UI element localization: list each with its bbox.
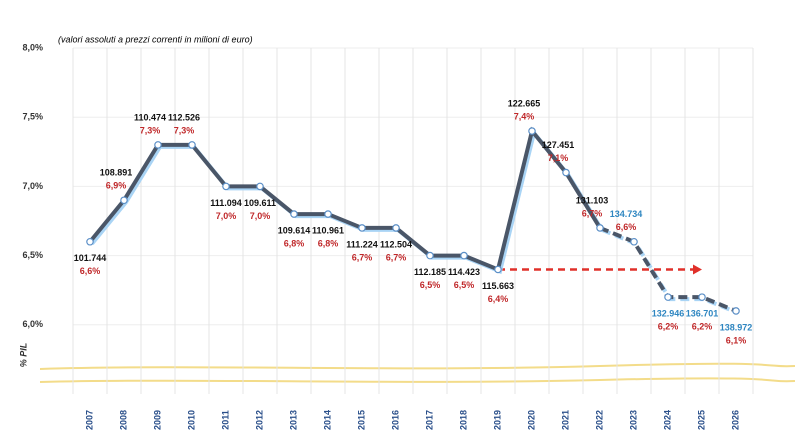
value-label: 7,4% bbox=[514, 111, 535, 121]
marker bbox=[86, 237, 94, 246]
x-tick-label: 2018 bbox=[458, 410, 468, 430]
y-axis-label: % PIL bbox=[18, 343, 28, 368]
amount-label: 112.504 bbox=[380, 239, 412, 249]
amount-label: 112.526 bbox=[168, 112, 200, 122]
value-label: 6,2% bbox=[692, 321, 713, 331]
y-tick-label: 6,5% bbox=[22, 250, 43, 260]
marker bbox=[596, 224, 604, 232]
x-tick-label: 2012 bbox=[254, 410, 264, 430]
marker bbox=[358, 224, 366, 232]
amount-label: 101.744 bbox=[74, 253, 107, 263]
amount-label: 122.665 bbox=[508, 98, 541, 108]
chart-subtitle: (valori assoluti a prezzi correnti in mi… bbox=[58, 34, 253, 44]
amount-label: 109.614 bbox=[278, 225, 311, 235]
x-tick-label: 2025 bbox=[696, 410, 706, 430]
value-label: 7,0% bbox=[250, 211, 271, 221]
amount-label: 112.185 bbox=[414, 267, 446, 277]
amount-label: 127.451 bbox=[542, 140, 575, 150]
line-shadow bbox=[601, 228, 739, 315]
amount-label: 114.423 bbox=[448, 267, 480, 277]
value-label: 6,2% bbox=[658, 321, 679, 331]
marker bbox=[528, 127, 536, 135]
value-label: 6,4% bbox=[488, 294, 509, 304]
decoration bbox=[39, 362, 795, 370]
marker bbox=[562, 168, 570, 177]
x-tick-label: 2010 bbox=[186, 410, 196, 430]
amount-label: 108.891 bbox=[100, 168, 133, 178]
marker bbox=[664, 293, 672, 301]
amount-label: 138.972 bbox=[720, 322, 753, 332]
value-label: 6,5% bbox=[420, 280, 441, 290]
marker bbox=[426, 251, 434, 260]
x-tick-label: 2021 bbox=[560, 410, 570, 430]
marker bbox=[290, 210, 298, 218]
amount-label: 110.474 bbox=[134, 112, 166, 122]
x-tick-label: 2007 bbox=[84, 410, 94, 430]
x-tick-label: 2017 bbox=[424, 410, 434, 430]
value-label: 6,7% bbox=[352, 252, 373, 262]
decoration bbox=[39, 377, 795, 383]
x-tick-label: 2016 bbox=[390, 410, 400, 430]
marker bbox=[460, 251, 468, 260]
x-tick-label: 2020 bbox=[526, 410, 536, 430]
y-tick-label: 8,0% bbox=[22, 42, 43, 52]
value-label: 6,8% bbox=[284, 238, 305, 248]
y-tick-label: 7,0% bbox=[22, 181, 43, 191]
value-label: 6,5% bbox=[454, 280, 475, 290]
marker bbox=[154, 141, 162, 149]
x-tick-label: 2009 bbox=[152, 410, 162, 430]
x-tick-label: 2019 bbox=[492, 410, 502, 430]
value-label: 7,3% bbox=[140, 125, 161, 135]
amount-label: 111.224 bbox=[346, 239, 378, 249]
amount-label: 134.734 bbox=[610, 209, 643, 219]
value-label: 7,0% bbox=[216, 211, 237, 221]
value-label: 6,7% bbox=[582, 208, 603, 218]
x-tick-label: 2024 bbox=[662, 410, 672, 430]
amount-label: 136.701 bbox=[686, 308, 719, 318]
value-label: 6,6% bbox=[616, 222, 637, 232]
marker bbox=[222, 182, 230, 191]
amount-label: 109.611 bbox=[244, 198, 276, 208]
marker bbox=[324, 210, 332, 218]
marker bbox=[698, 293, 706, 301]
x-tick-label: 2013 bbox=[288, 410, 298, 430]
value-label: 7,1% bbox=[548, 153, 569, 163]
amount-label: 131.103 bbox=[576, 195, 609, 205]
x-tick-label: 2014 bbox=[322, 410, 332, 430]
marker bbox=[732, 307, 740, 315]
value-label: 6,8% bbox=[318, 238, 339, 248]
x-tick-label: 2022 bbox=[594, 410, 604, 430]
x-tick-label: 2023 bbox=[628, 410, 638, 430]
value-label: 7,3% bbox=[174, 125, 195, 135]
marker bbox=[256, 182, 264, 191]
x-tick-label: 2026 bbox=[730, 410, 740, 430]
value-label: 6,9% bbox=[106, 181, 127, 191]
amount-label: 110.961 bbox=[312, 225, 344, 235]
y-tick-label: 6,0% bbox=[22, 319, 43, 329]
value-label: 6,7% bbox=[386, 252, 407, 262]
marker bbox=[630, 237, 638, 246]
amount-label: 115.663 bbox=[482, 281, 514, 291]
x-tick-label: 2015 bbox=[356, 410, 366, 430]
y-tick-label: 7,5% bbox=[22, 112, 43, 122]
amount-label: 132.946 bbox=[652, 308, 685, 318]
marker bbox=[120, 196, 128, 205]
marker bbox=[188, 141, 196, 149]
marker bbox=[494, 265, 502, 274]
line bbox=[88, 126, 602, 273]
value-label: 6,6% bbox=[80, 266, 101, 276]
x-tick-label: 2011 bbox=[220, 410, 230, 430]
x-tick-label: 2008 bbox=[118, 410, 128, 430]
amount-label: 111.094 bbox=[210, 198, 242, 208]
arrow-head bbox=[693, 264, 702, 275]
marker bbox=[392, 224, 400, 232]
value-label: 6,1% bbox=[726, 335, 747, 345]
